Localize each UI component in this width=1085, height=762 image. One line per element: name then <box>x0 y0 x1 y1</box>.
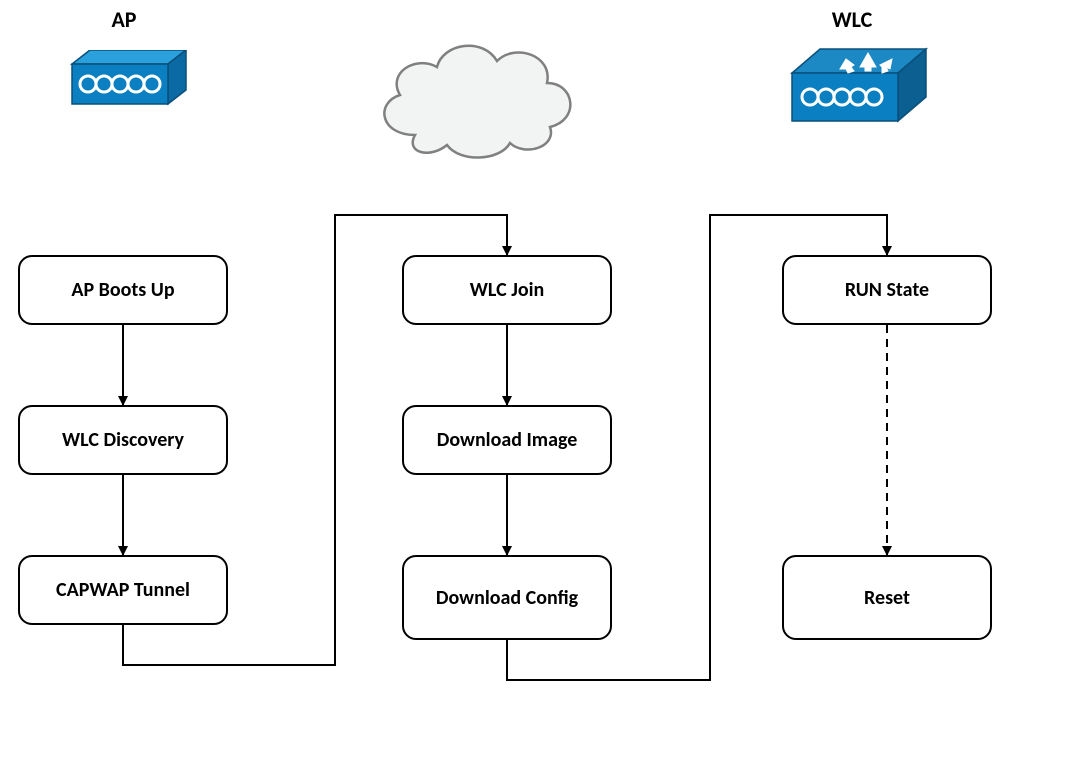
diagram-canvas: AP WLC <box>0 0 1085 762</box>
cloud-icon <box>365 25 585 170</box>
node-label: CAPWAP Tunnel <box>56 578 190 602</box>
node-label: AP Boots Up <box>71 278 174 302</box>
node-reset: Reset <box>782 555 992 640</box>
node-download-image: Download Image <box>402 405 612 475</box>
node-capwap-tunnel: CAPWAP Tunnel <box>18 555 228 625</box>
header-ap: AP <box>64 6 184 33</box>
node-label: RUN State <box>845 278 929 302</box>
header-wlc-text: WLC <box>832 6 873 33</box>
node-label: Reset <box>864 586 910 610</box>
node-label: WLC Join <box>470 278 544 302</box>
wlc-device-icon <box>780 45 930 145</box>
node-ap-boots-up: AP Boots Up <box>18 255 228 325</box>
node-label: WLC Discovery <box>62 428 184 452</box>
node-wlc-discovery: WLC Discovery <box>18 405 228 475</box>
header-ap-text: AP <box>111 6 136 33</box>
ap-device-icon <box>60 50 190 135</box>
node-run-state: RUN State <box>782 255 992 325</box>
node-wlc-join: WLC Join <box>402 255 612 325</box>
header-wlc: WLC <box>792 6 912 33</box>
node-label: Download Image <box>437 428 578 452</box>
node-download-config: Download Config <box>402 555 612 640</box>
node-label: Download Config <box>436 586 578 610</box>
